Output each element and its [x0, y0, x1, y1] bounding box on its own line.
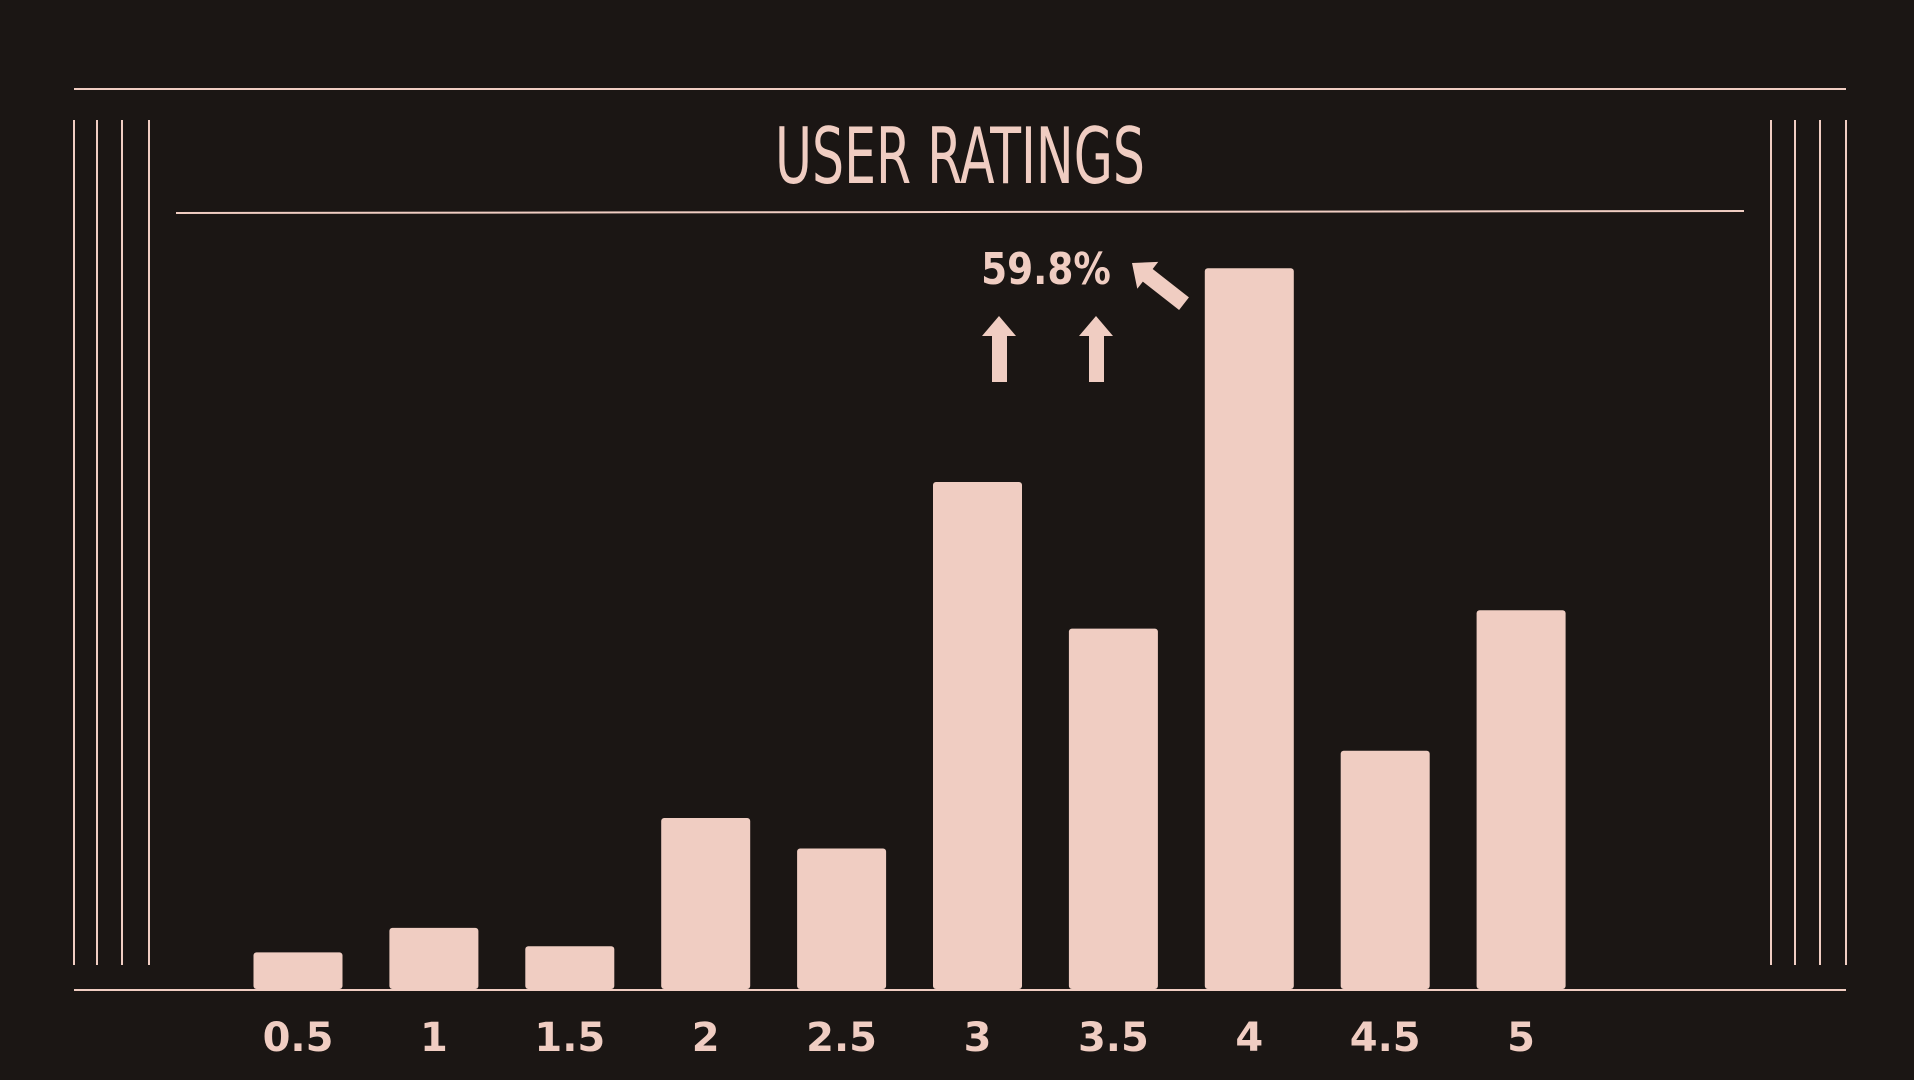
chart-frame [73, 88, 1847, 991]
x-tick-label: 4 [1235, 1015, 1263, 1061]
bar-5 [1476, 610, 1566, 989]
chart-title: USER RATINGS [775, 112, 1145, 203]
bar-4.5 [1340, 750, 1430, 989]
x-tick-label: 2.5 [806, 1015, 877, 1061]
x-tick-label: 3.5 [1078, 1015, 1149, 1061]
arrow-up-left-icon [1132, 261, 1189, 310]
title-underline [175, 210, 1745, 214]
bar-2 [661, 818, 751, 989]
bar-3.5 [1068, 628, 1158, 989]
bar-2.5 [797, 848, 887, 989]
bar-3 [933, 482, 1022, 989]
bars-group [253, 268, 1566, 989]
x-tick-label: 5 [1507, 1015, 1535, 1061]
x-tick-labels: 0.5 1 1.5 2 2.5 3 3.5 4 4.5 5 [263, 1015, 1535, 1061]
bar-1 [389, 927, 479, 989]
x-tick-label: 4.5 [1350, 1015, 1421, 1061]
bar-0.5 [253, 952, 343, 989]
x-tick-label: 2 [692, 1015, 720, 1061]
arrow-up-icon [1079, 316, 1113, 382]
x-tick-label: 0.5 [263, 1015, 334, 1061]
x-tick-label: 1 [420, 1015, 448, 1061]
annotation: 59.8% [981, 243, 1189, 382]
arrow-up-icon [982, 316, 1016, 382]
bar-1.5 [525, 946, 615, 989]
x-tick-label: 1.5 [534, 1015, 605, 1061]
annotation-label: 59.8% [981, 243, 1111, 295]
x-tick-label: 3 [964, 1015, 992, 1061]
bar-4 [1204, 268, 1294, 989]
